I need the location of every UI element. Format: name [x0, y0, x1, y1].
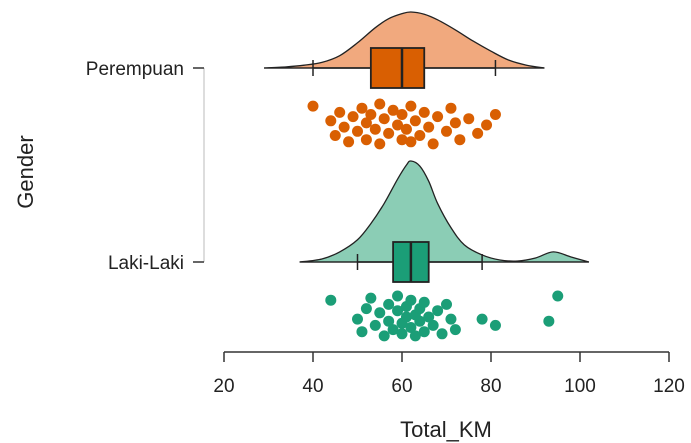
data-point-perempuan: [405, 136, 417, 148]
data-point-perempuan: [378, 113, 390, 125]
data-point-perempuan: [374, 98, 386, 110]
data-point-perempuan: [356, 102, 368, 114]
data-point-laki-laki: [449, 324, 461, 336]
x-tick-label: 20: [213, 376, 234, 397]
data-point-laki-laki: [325, 294, 337, 306]
data-point-laki-laki: [436, 328, 448, 340]
x-tick-label: 100: [564, 376, 596, 397]
data-point-laki-laki: [414, 315, 426, 327]
data-point-laki-laki: [378, 330, 390, 342]
data-point-perempuan: [334, 106, 346, 118]
data-point-laki-laki: [356, 326, 368, 338]
data-point-laki-laki: [387, 324, 399, 336]
x-axis-title: Total_KM: [400, 417, 492, 442]
data-point-perempuan: [432, 111, 444, 123]
data-point-perempuan: [307, 100, 319, 112]
group-perempuan: [264, 11, 545, 150]
data-point-laki-laki: [400, 311, 412, 323]
data-point-perempuan: [472, 127, 484, 139]
data-point-laki-laki: [489, 319, 501, 331]
data-point-perempuan: [418, 106, 430, 118]
data-point-perempuan: [360, 117, 372, 129]
y-axis: Perempuan Laki-Laki Gender: [13, 59, 205, 274]
data-point-perempuan: [454, 134, 466, 146]
data-point-laki-laki: [543, 315, 555, 327]
data-point-perempuan: [360, 134, 372, 146]
data-point-perempuan: [369, 123, 381, 135]
data-point-laki-laki: [476, 313, 488, 325]
groups-layer: [264, 11, 590, 342]
data-point-perempuan: [338, 121, 350, 133]
data-point-laki-laki: [432, 305, 444, 317]
data-point-perempuan: [387, 104, 399, 116]
x-ticks: 20 40 60 80 100 120: [213, 352, 685, 397]
data-point-laki-laki: [392, 305, 404, 317]
data-point-laki-laki: [383, 298, 395, 310]
data-point-perempuan: [409, 115, 421, 127]
density-cloud-laki-laki: [299, 160, 590, 263]
data-point-perempuan: [489, 109, 501, 120]
data-point-perempuan: [441, 125, 452, 137]
data-point-perempuan: [374, 138, 386, 150]
data-point-laki-laki: [409, 330, 421, 342]
y-category-label-laki-laki: Laki-Laki: [108, 253, 184, 274]
data-point-perempuan: [352, 125, 363, 137]
x-tick-label: 80: [480, 376, 501, 397]
data-point-perempuan: [449, 117, 461, 129]
data-point-perempuan: [396, 134, 408, 146]
data-point-laki-laki: [383, 315, 395, 327]
data-point-laki-laki: [552, 290, 564, 302]
data-point-laki-laki: [352, 313, 363, 325]
data-point-perempuan: [427, 138, 439, 150]
data-point-laki-laki: [427, 319, 439, 331]
data-point-perempuan: [405, 100, 417, 112]
data-point-laki-laki: [423, 311, 435, 323]
data-point-perempuan: [329, 130, 341, 141]
data-point-laki-laki: [365, 292, 377, 304]
data-point-laki-laki: [369, 319, 381, 331]
data-point-perempuan: [347, 111, 359, 123]
data-point-laki-laki: [405, 322, 417, 333]
x-tick-label: 60: [391, 376, 412, 397]
y-category-label-perempuan: Perempuan: [86, 59, 184, 80]
data-point-perempuan: [365, 109, 377, 120]
data-point-laki-laki: [441, 298, 452, 310]
data-point-perempuan: [414, 130, 426, 141]
y-axis-title: Gender: [13, 135, 38, 208]
data-point-laki-laki: [405, 294, 417, 306]
data-point-perempuan: [396, 109, 408, 120]
data-point-perempuan: [325, 115, 337, 127]
data-point-perempuan: [481, 119, 493, 131]
box-perempuan: [369, 47, 426, 89]
data-point-perempuan: [400, 123, 412, 135]
data-point-laki-laki: [445, 313, 457, 325]
data-point-perempuan: [392, 119, 404, 131]
x-axis: 20 40 60 80 100 120 Total_KM: [213, 351, 685, 442]
data-point-laki-laki: [392, 290, 404, 302]
data-point-laki-laki: [418, 326, 430, 338]
x-tick-label: 40: [302, 376, 323, 397]
data-point-perempuan: [463, 113, 475, 125]
data-point-laki-laki: [360, 303, 372, 315]
group-laki-laki: [299, 160, 590, 342]
data-point-perempuan: [423, 121, 435, 133]
x-tick-label: 120: [653, 376, 685, 397]
data-point-laki-laki: [396, 328, 408, 340]
data-point-laki-laki: [418, 296, 430, 308]
data-point-perempuan: [445, 102, 457, 114]
density-cloud-perempuan: [264, 11, 545, 69]
data-point-perempuan: [383, 127, 395, 139]
data-point-laki-laki: [374, 307, 386, 319]
data-point-perempuan: [343, 136, 355, 148]
